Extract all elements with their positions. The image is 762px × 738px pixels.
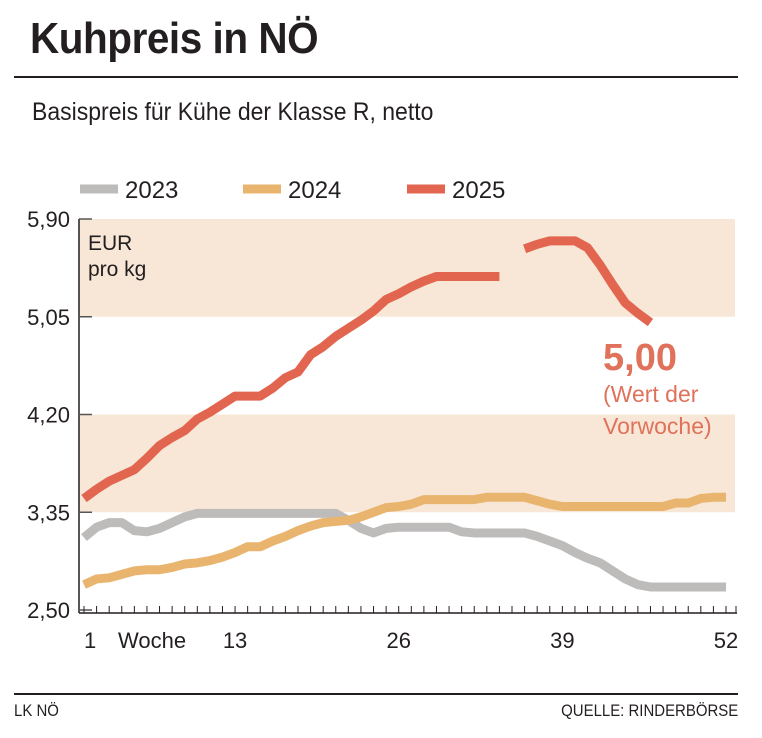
legend-label-2025: 2025 — [452, 177, 505, 204]
y-tick-label: 5,90 — [27, 207, 70, 232]
series-line-2025 — [523, 236, 654, 327]
annotation-note-line2: Vorwoche) — [603, 413, 712, 439]
series-line-2025 — [81, 272, 500, 503]
y-unit-label-line1: EUR — [88, 232, 132, 255]
chart-title: Kuhpreis in NÖ — [30, 14, 319, 63]
chart-subtitle: Basispreis für Kühe der Klasse R, netto — [32, 98, 434, 126]
legend-label-2024: 2024 — [288, 177, 341, 204]
x-axis-label: Woche — [118, 628, 186, 653]
x-tick-label: 39 — [550, 628, 574, 653]
x-tick-label: 52 — [714, 628, 738, 653]
x-tick-label: 26 — [386, 628, 410, 653]
shaded-band — [79, 219, 735, 317]
y-tick-label: 4,20 — [27, 403, 70, 428]
series-line-2024 — [82, 492, 726, 589]
y-unit-label-line2: pro kg — [88, 258, 146, 281]
annotation-note-line1: (Wert der — [603, 381, 699, 407]
title-divider — [14, 76, 738, 78]
footer-source: QUELLE: RINDERBÖRSE — [560, 701, 738, 720]
y-tick-label: 5,05 — [27, 305, 70, 330]
footer-credit: LK NÖ — [14, 701, 59, 720]
series-line-2023 — [81, 508, 726, 592]
y-tick-label: 2,50 — [27, 598, 70, 623]
footer-divider — [14, 693, 738, 695]
annotation-value: 5,00 — [603, 337, 677, 379]
legend-label-2023: 2023 — [125, 177, 178, 204]
y-tick-label: 3,35 — [27, 500, 70, 525]
x-tick-label: 13 — [223, 628, 247, 653]
x-tick-label: 1 — [84, 628, 96, 653]
